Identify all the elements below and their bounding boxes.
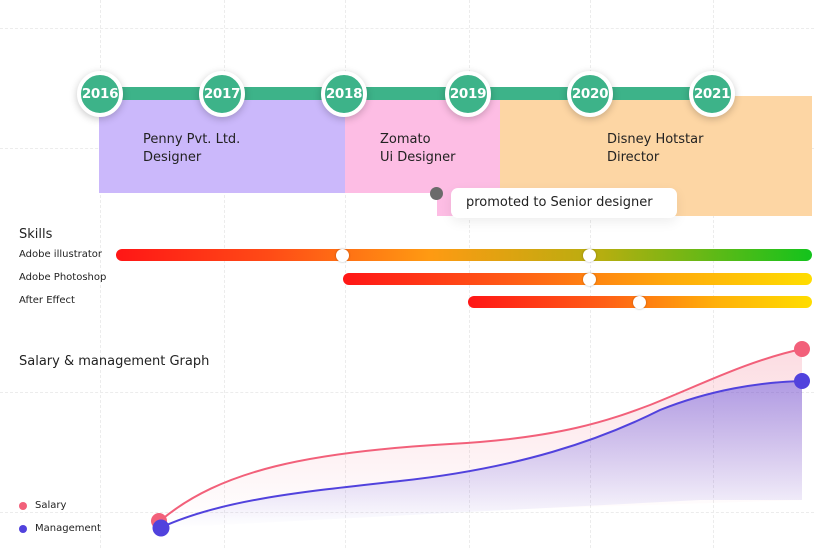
management-point (794, 373, 810, 389)
skill-knob[interactable] (583, 248, 596, 262)
salary-line (159, 348, 803, 522)
legend-label: Management (35, 523, 101, 534)
skill-knob[interactable] (633, 295, 646, 309)
skills-title: Skills (19, 227, 53, 242)
legend-dot-management (19, 525, 27, 533)
job-company: Penny Pvt. Ltd. (143, 132, 241, 147)
skill-label: Adobe illustrator (19, 249, 103, 260)
year-marker[interactable]: 2019 (445, 71, 491, 117)
year-marker[interactable]: 2020 (567, 71, 613, 117)
skill-bar-photoshop (343, 273, 812, 285)
job-text-disney: Disney Hotstar Director (607, 131, 703, 167)
job-company: Disney Hotstar (607, 132, 704, 147)
job-text-zomato: Zomato Ui Designer (380, 131, 456, 167)
grid-line (100, 0, 101, 548)
promotion-dot[interactable] (430, 187, 443, 200)
skill-bar-illustrator (116, 249, 812, 261)
job-role: Ui Designer (380, 150, 456, 165)
grid-line (0, 392, 814, 393)
skill-knob[interactable] (583, 272, 596, 286)
legend-label: Salary (35, 500, 67, 511)
promotion-tooltip: promoted to Senior designer (451, 188, 677, 218)
salary-point (794, 341, 810, 357)
management-point (152, 519, 170, 537)
year-marker[interactable]: 2018 (321, 71, 367, 117)
job-text-penny: Penny Pvt. Ltd. Designer (143, 131, 240, 167)
skill-label: Adobe Photoshop (19, 272, 107, 283)
grid-line (0, 28, 814, 29)
graph-title: Salary & management Graph (19, 354, 210, 369)
management-line (159, 380, 803, 529)
job-role: Designer (143, 150, 202, 165)
year-marker[interactable]: 2021 (689, 71, 735, 117)
job-company: Zomato (380, 132, 431, 147)
skill-knob[interactable] (336, 248, 349, 262)
legend-dot-salary (19, 502, 27, 510)
year-marker[interactable]: 2016 (77, 71, 123, 117)
management-area (160, 381, 802, 528)
grid-line (224, 0, 225, 548)
job-role: Director (607, 150, 660, 165)
year-marker[interactable]: 2017 (199, 71, 245, 117)
skill-label: After Effect (19, 295, 75, 306)
